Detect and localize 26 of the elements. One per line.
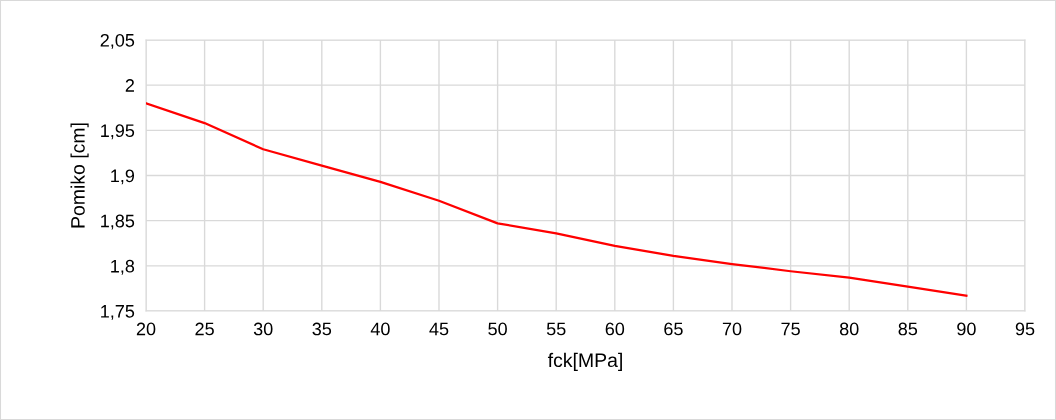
x-tick-label: 30 (253, 322, 273, 336)
x-tick-label: 40 (370, 322, 390, 336)
x-tick-label: 90 (957, 322, 976, 336)
x-tick-label: 65 (664, 322, 683, 336)
y-tick-label: 1,9 (111, 169, 135, 185)
x-axis-title: fck[MPa] (547, 352, 622, 371)
y-tick-label: 1,95 (101, 124, 135, 140)
x-tick-label: 60 (605, 322, 625, 336)
x-tick-label: 80 (839, 322, 859, 336)
y-tick-label: 1,85 (101, 214, 135, 230)
x-tick-label: 50 (488, 322, 507, 336)
y-axis-title: Pomiko [cm] (70, 123, 89, 228)
x-tick-label: 85 (898, 322, 918, 336)
x-tick-label: 70 (722, 322, 742, 336)
x-tick-label: 75 (781, 322, 800, 336)
y-tick-label: 2,05 (100, 33, 135, 49)
x-tick-label: 95 (1015, 322, 1035, 336)
x-tick-label: 20 (136, 322, 156, 336)
x-tick-label: 55 (546, 322, 566, 336)
line-series (146, 102, 968, 297)
x-tick-label: 45 (429, 322, 449, 336)
x-tick-label: 25 (195, 322, 214, 336)
y-tick-label: 2 (125, 79, 134, 92)
y-tick-label: 1,75 (101, 305, 135, 320)
y-tick-label: 1,8 (111, 259, 135, 275)
x-tick-label: 35 (312, 322, 332, 336)
